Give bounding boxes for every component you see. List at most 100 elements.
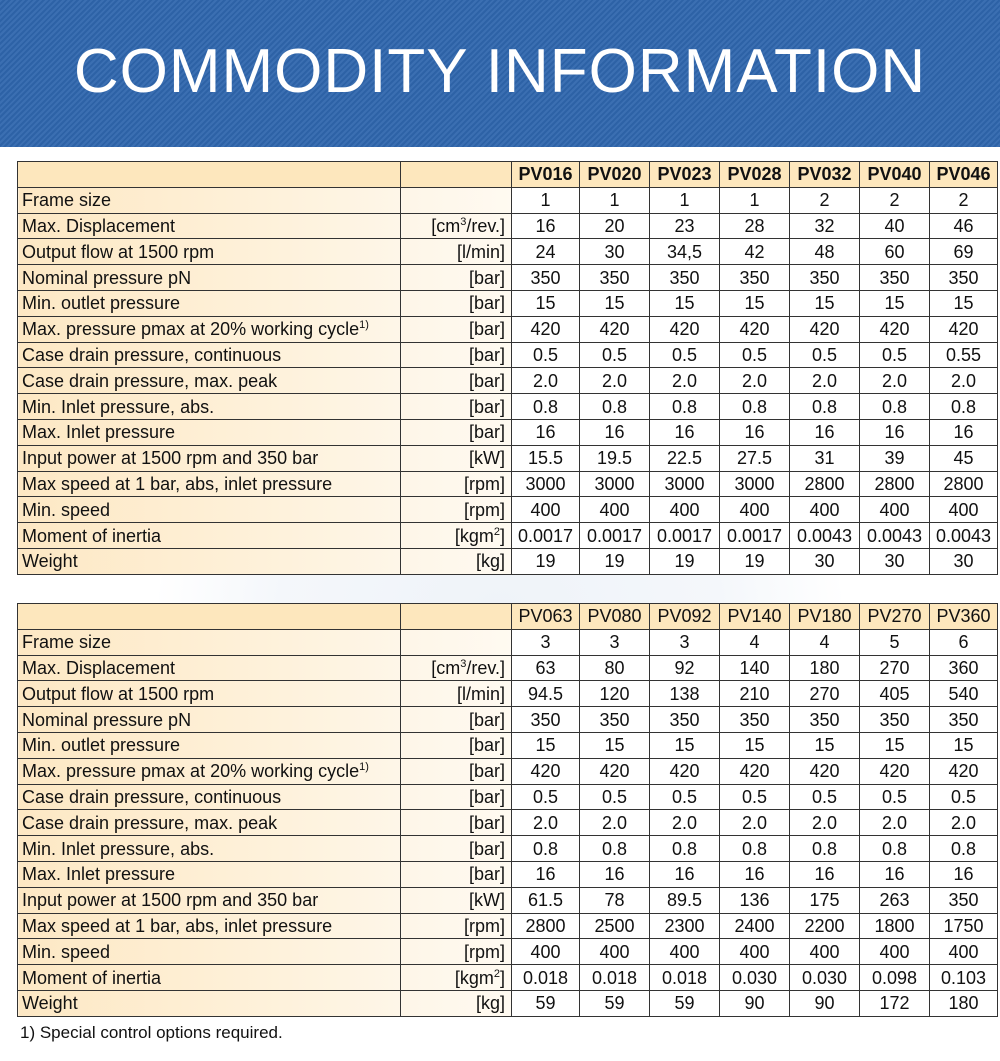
unit-label: [kgm (454, 967, 494, 988)
table-row: Max. Displacement [cm3/rev.] 16 20 23 28 32 40 4… (17, 212, 998, 240)
value-cell: 16 (511, 418, 580, 446)
parameter-label: Max. Displacement (22, 657, 176, 678)
value-cell: 350 (579, 264, 650, 291)
value-cell: 2 (929, 186, 998, 214)
unit-cell (400, 186, 512, 214)
value-cell: 400 (859, 938, 930, 966)
value-cell: 0.8 (859, 835, 930, 862)
parameter-cell: Max speed at 1 bar, abs, inlet pressure (17, 470, 401, 498)
parameter-cell: Nominal pressure pN (17, 706, 401, 733)
value-cell: 61.5 (511, 886, 580, 914)
value-cell: 15 (719, 289, 790, 317)
parameter-label: Max. pressure pmax at 20% working cycle (22, 319, 360, 340)
unit-label: [bar] (468, 838, 505, 859)
value-cell: 1800 (859, 912, 930, 940)
parameter-cell: Min. Inlet pressure, abs. (17, 393, 401, 420)
parameter-label: Weight (22, 993, 78, 1014)
header-blank-cell (400, 603, 512, 630)
table-row: Moment of inertia [kgm2] 0.0017 0.0017 0.001… (17, 522, 998, 549)
value-cell: 2.0 (511, 367, 580, 395)
value-cell: 0.8 (859, 393, 930, 420)
value-cell: 27.5 (719, 444, 790, 472)
value-cell: 2.0 (719, 367, 790, 395)
value-cell: 16 (719, 860, 790, 888)
value-cell: 31 (789, 444, 860, 472)
unit-exponent: 2 (493, 967, 500, 980)
unit-cell: [cm3/rev.] (400, 212, 512, 240)
value-cell: 0.5 (579, 341, 650, 369)
value-cell: 30 (789, 547, 860, 575)
parameter-cell: Min. Inlet pressure, abs. (17, 835, 401, 862)
value-cell: 78 (579, 886, 650, 914)
model-header-cell: PV360 (929, 603, 998, 630)
value-cell: 0.8 (511, 835, 580, 862)
parameter-cell: Min. speed (17, 938, 401, 966)
parameter-label: Frame size (22, 190, 112, 211)
value-cell: 2800 (859, 470, 930, 498)
unit-label: [kW] (469, 890, 505, 911)
value-cell: 15 (929, 289, 998, 317)
value-cell: 42 (719, 238, 790, 266)
table-row: Max. pressure pmax at 20% working cycle1… (17, 315, 998, 343)
unit-label: [cm (431, 657, 461, 678)
value-cell: 90 (789, 989, 860, 1017)
unit-label: [bar] (468, 761, 505, 782)
value-cell: 420 (649, 315, 720, 343)
parameter-label: Min. speed (22, 941, 111, 962)
table-row: Input power at 1500 rpm and 350 bar [kW] 6… (17, 886, 998, 914)
parameter-label: Min. speed (22, 499, 111, 520)
model-header-cell: PV028 (719, 161, 790, 188)
value-cell: 420 (929, 757, 998, 785)
value-cell: 16 (579, 860, 650, 888)
value-cell: 180 (789, 654, 860, 682)
value-cell: 19 (511, 547, 580, 575)
unit-exponent: 3 (460, 657, 467, 670)
value-cell: 19 (649, 547, 720, 575)
value-cell: 5 (859, 628, 930, 656)
table-row: Min. Inlet pressure, abs. [bar] 0.8 0.8 0.8 0… (17, 835, 998, 862)
unit-label: [kW] (469, 448, 505, 469)
unit-cell: [l/min] (400, 680, 512, 708)
value-cell: 69 (929, 238, 998, 266)
model-header-cell: PV040 (859, 161, 930, 188)
value-cell: 420 (929, 315, 998, 343)
value-cell: 350 (859, 706, 930, 733)
value-cell: 420 (649, 757, 720, 785)
value-cell: 3 (649, 628, 720, 656)
table-row: Moment of inertia [kgm2] 0.018 0.018 0.018 0.… (17, 964, 998, 991)
parameter-label: Case drain pressure, continuous (22, 786, 282, 807)
value-cell: 16 (929, 418, 998, 446)
value-cell: 92 (649, 654, 720, 682)
parameter-cell: Output flow at 1500 rpm (17, 238, 401, 266)
table-row: Max speed at 1 bar, abs, inlet pressure [… (17, 912, 998, 940)
value-cell: 16 (579, 418, 650, 446)
value-cell: 15 (789, 731, 860, 759)
value-cell: 180 (929, 989, 998, 1017)
value-cell: 350 (649, 706, 720, 733)
value-cell: 0.030 (789, 964, 860, 991)
value-cell: 400 (859, 496, 930, 524)
parameter-label: Max. Displacement (22, 215, 176, 236)
unit-label: [bar] (468, 344, 505, 365)
unit-cell: [bar] (400, 393, 512, 420)
value-cell: 0.8 (719, 835, 790, 862)
parameter-cell: Moment of inertia (17, 964, 401, 991)
value-cell: 405 (859, 680, 930, 708)
value-cell: 0.8 (579, 835, 650, 862)
value-cell: 0.5 (859, 783, 930, 811)
unit-label-tail: ] (499, 967, 505, 988)
table-row: Frame size 3 3 3 4 4 5 6 (17, 628, 998, 656)
value-cell: 0.5 (511, 341, 580, 369)
value-cell: 400 (929, 496, 998, 524)
parameter-cell: Case drain pressure, max. peak (17, 367, 401, 395)
value-cell: 16 (719, 418, 790, 446)
spec-table-1: PV016 PV020 PV023 PV028 PV032 PV040 PV046 Frame… (17, 161, 998, 575)
value-cell: 2500 (579, 912, 650, 940)
parameter-label: Max. Inlet pressure (22, 422, 176, 443)
table-row: Max speed at 1 bar, abs, inlet pressure [… (17, 470, 998, 498)
value-cell: 420 (789, 757, 860, 785)
model-header-cell: PV016 (511, 161, 580, 188)
value-cell: 2300 (649, 912, 720, 940)
parameter-label: Max. pressure pmax at 20% working cycle (22, 761, 360, 782)
unit-cell: [rpm] (400, 496, 512, 524)
